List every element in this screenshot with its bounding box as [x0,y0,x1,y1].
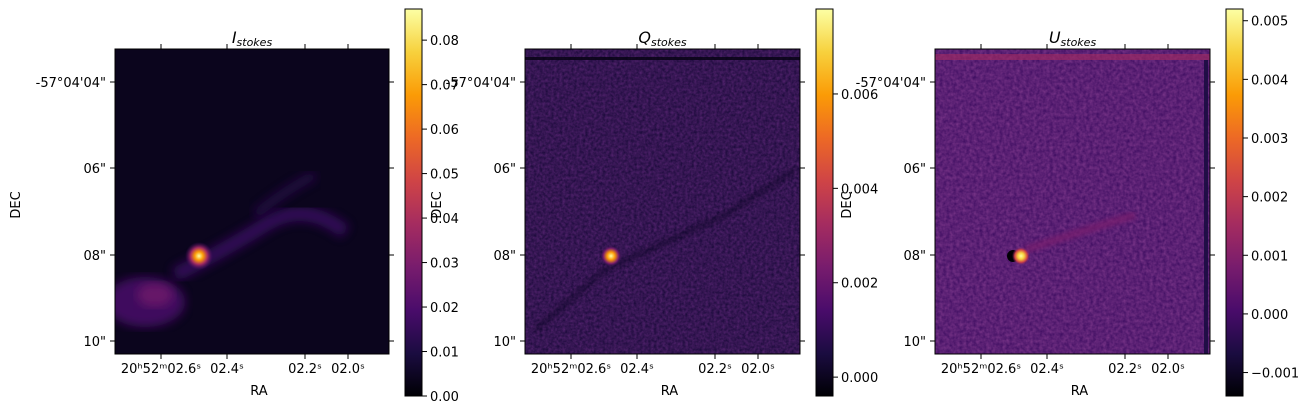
x-tick-label: 20ʰ52ᵐ02.6ˢ [941,362,1021,377]
noise-texture [935,49,1210,354]
y-axis-label: DEC [840,191,855,218]
peak-source [1012,247,1030,265]
x-tick-label: 02.2ˢ [288,362,322,377]
emission-arm [252,170,318,219]
colorbar-tick-label: 0.004 [841,182,878,197]
edge-artifact-right [1204,60,1208,354]
colorbar-tick-label: 0.05 [430,168,459,183]
panel-title: Qstokes [638,28,687,49]
y-tick-label: -57°04'04" [446,76,516,91]
x-tick-label: 02.2ˢ [698,362,732,377]
axes-frame [114,48,390,355]
colorbar-tick-label: 0.00 [430,390,459,405]
colorbar-gradient [1225,8,1244,397]
peak-source [185,242,213,270]
y-tick-label: 06" [493,162,516,177]
colorbar-tick-label: 0.04 [430,212,459,227]
colorbar: 0.000 0.002 0.004 0.006 [815,8,878,397]
emission-streak [1023,211,1137,254]
colorbar-tick-label: 0.001 [1251,249,1288,264]
colorbar-tick-label: 0.002 [1251,191,1288,206]
y-tick-label: 08" [83,249,106,264]
y-tick-label: 10" [903,335,926,350]
colorbar-tick-label: 0.06 [430,123,459,138]
panel-title: Istokes [232,28,273,49]
axes-frame [524,48,801,355]
x-axis-label: RA [661,384,679,399]
axes-frame [934,48,1211,355]
colorbar: −0.001 0.000 0.001 0.002 0.003 0.004 0.005 [1225,8,1299,397]
colorbar-tick-label: 0.005 [1251,15,1288,30]
y-tick-label: 06" [83,162,106,177]
x-tick-label: 02.4ˢ [210,362,244,377]
panel-3: Ustokes 20ʰ52ᵐ02.6ˢ 02.4ˢ 02.2ˢ 02.0ˢ -57°04'… [840,8,1299,399]
colorbar-tick-label: 0.000 [841,371,878,386]
panel-1: Istokes 20ʰ52ᵐ02.6ˢ 02.4ˢ 02.2ˢ 02.0ˢ -57°04'… [9,8,459,405]
colorbar-gradient [404,8,423,397]
noise-texture [525,49,800,354]
y-tick-label: -57°04'04" [856,76,926,91]
colorbar-tick-label: −0.001 [1251,367,1299,382]
y-axis-label: DEC [9,191,24,218]
colorbar: 0.00 0.01 0.02 0.03 0.04 0.05 0.06 0.07 0.08 [404,8,459,405]
heatmap-image [935,49,1210,354]
x-tick-label: 02.4ˢ [620,362,654,377]
y-tick-label: 10" [83,335,106,350]
colorbar-tick-label: 0.000 [1251,308,1288,323]
y-tick-label: 08" [903,249,926,264]
x-axis-label: RA [250,384,268,399]
y-tick-label: 08" [493,249,516,264]
dark-lane [533,167,797,333]
edge-artifact [525,57,800,60]
x-tick-label: 20ʰ52ᵐ02.6ˢ [531,362,611,377]
peak-source [600,245,622,267]
y-axis-label: DEC [430,191,445,218]
colorbar-tick-label: 0.006 [841,88,878,103]
edge-artifact-top [935,54,1210,60]
x-tick-label: 02.0ˢ [1151,362,1185,377]
colorbar-tick-label: 0.002 [841,277,878,292]
colorbar-tick-label: 0.02 [430,301,459,316]
heatmap-image [525,49,800,354]
colorbar-tick-label: 0.07 [430,79,459,94]
x-axis-label: RA [1071,384,1089,399]
panel-2: Qstokes 20ʰ52ᵐ02.6ˢ 02.4ˢ 02.2ˢ 02.0ˢ -57°04'… [430,8,878,399]
colorbar-tick-label: 0.01 [430,346,459,361]
colorbar-tick-label: 0.08 [430,34,459,49]
x-tick-label: 02.0ˢ [331,362,365,377]
colorbar-tick-label: 0.03 [430,257,459,272]
x-tick-label: 02.0ˢ [741,362,775,377]
x-tick-label: 02.4ˢ [1030,362,1064,377]
x-tick-label: 20ʰ52ᵐ02.6ˢ [121,362,201,377]
colorbar-gradient [815,8,834,397]
emission-core [137,283,173,307]
y-tick-label: -57°04'04" [36,76,106,91]
panel-title: Ustokes [1049,28,1097,49]
y-tick-label: 06" [903,162,926,177]
y-tick-label: 10" [493,335,516,350]
x-tick-label: 02.2ˢ [1108,362,1142,377]
colorbar-tick-label: 0.003 [1251,132,1288,147]
colorbar-tick-label: 0.004 [1251,73,1288,88]
heatmap-image [115,49,389,354]
